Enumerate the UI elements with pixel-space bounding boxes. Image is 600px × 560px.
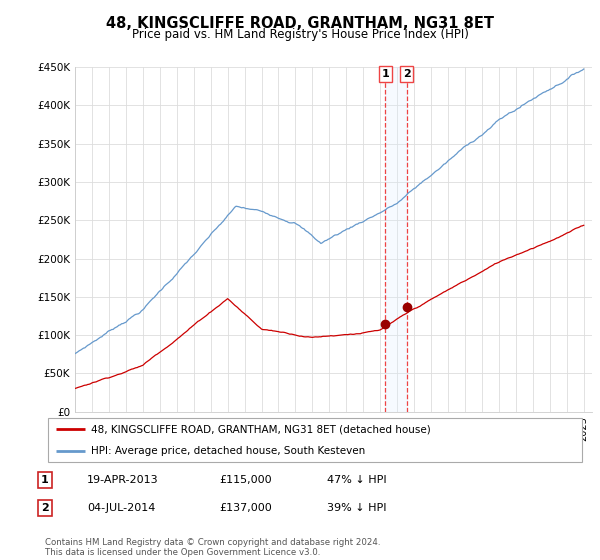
Text: £137,000: £137,000 [219,503,272,513]
Text: 48, KINGSCLIFFE ROAD, GRANTHAM, NG31 8ET: 48, KINGSCLIFFE ROAD, GRANTHAM, NG31 8ET [106,16,494,31]
Text: 04-JUL-2014: 04-JUL-2014 [87,503,155,513]
Text: Contains HM Land Registry data © Crown copyright and database right 2024.
This d: Contains HM Land Registry data © Crown c… [45,538,380,557]
Text: £115,000: £115,000 [219,475,272,485]
Text: 47% ↓ HPI: 47% ↓ HPI [327,475,386,485]
Text: 2: 2 [41,503,49,513]
Text: 19-APR-2013: 19-APR-2013 [87,475,158,485]
Text: 48, KINGSCLIFFE ROAD, GRANTHAM, NG31 8ET (detached house): 48, KINGSCLIFFE ROAD, GRANTHAM, NG31 8ET… [91,424,430,434]
Text: Price paid vs. HM Land Registry's House Price Index (HPI): Price paid vs. HM Land Registry's House … [131,28,469,41]
Text: 1: 1 [41,475,49,485]
Text: 1: 1 [382,69,389,79]
Text: 39% ↓ HPI: 39% ↓ HPI [327,503,386,513]
Bar [385,67,407,412]
Text: HPI: Average price, detached house, South Kesteven: HPI: Average price, detached house, Sout… [91,446,365,456]
FancyBboxPatch shape [48,418,582,462]
Text: 2: 2 [403,69,410,79]
